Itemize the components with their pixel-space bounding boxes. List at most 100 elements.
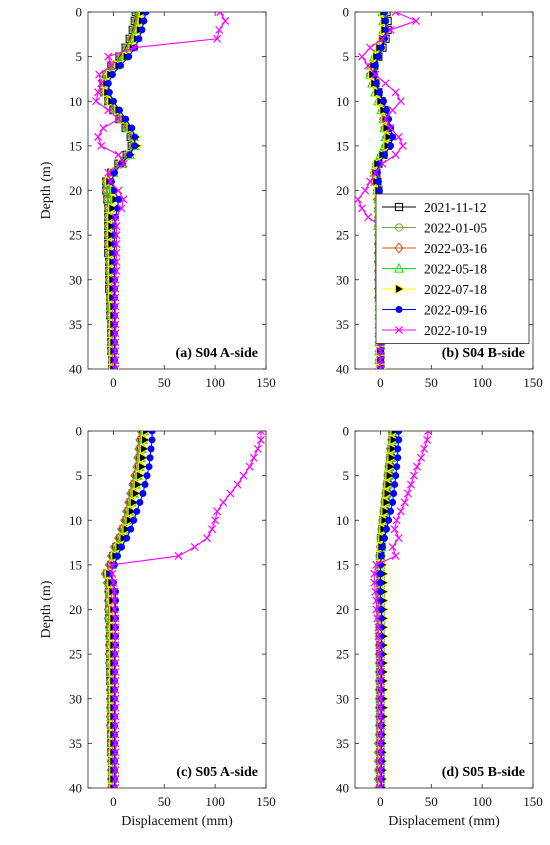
- data-point: [112, 248, 121, 257]
- legend-item: 2022-03-16: [382, 241, 487, 256]
- data-point: [110, 650, 118, 658]
- data-point: [387, 142, 395, 150]
- data-point: [392, 516, 401, 525]
- data-point: [113, 204, 121, 212]
- x-tick-label: 0: [110, 794, 117, 809]
- legend: 2021-11-12 2022-01-05 2022-03-16 2022-05-18…: [375, 193, 530, 344]
- y-tick-label: 5: [343, 49, 350, 64]
- data-point: [137, 461, 148, 473]
- legend-label: 2022-05-18: [424, 262, 487, 277]
- y-tick-label: 30: [336, 691, 349, 706]
- plot-area: [100, 431, 265, 788]
- data-point: [382, 496, 393, 508]
- data-point: [110, 704, 118, 712]
- data-point: [374, 53, 382, 61]
- data-point: [253, 444, 262, 453]
- data-point: [135, 470, 146, 482]
- x-tick-label: 0: [377, 794, 384, 809]
- data-point: [147, 445, 155, 453]
- y-tick-label: 30: [69, 272, 82, 287]
- data-point: [377, 614, 385, 622]
- data-point: [391, 150, 400, 159]
- data-point: [386, 25, 395, 34]
- data-point: [394, 283, 406, 295]
- data-point: [420, 444, 429, 453]
- data-point: [140, 434, 152, 446]
- data-point: [383, 525, 391, 533]
- data-point: [383, 487, 394, 499]
- y-tick-label: 20: [336, 602, 349, 617]
- data-point: [104, 168, 113, 177]
- data-point: [387, 452, 398, 464]
- data-point: [388, 543, 397, 552]
- data-point: [378, 159, 387, 168]
- data-point: [400, 498, 409, 507]
- data-point: [108, 70, 116, 78]
- legend-item: 2022-10-19: [382, 323, 487, 338]
- legend-item: 2022-05-18: [382, 262, 487, 277]
- data-point: [145, 463, 153, 471]
- data-point: [110, 713, 118, 721]
- data-point: [233, 480, 242, 489]
- data-point: [380, 151, 388, 159]
- panel-label: (c) S05 A-side: [176, 765, 258, 780]
- data-point: [99, 124, 108, 133]
- data-point: [393, 463, 401, 471]
- data-point: [388, 106, 397, 115]
- data-point: [143, 472, 151, 480]
- data-point: [111, 320, 120, 329]
- y-tick-label: 40: [336, 362, 349, 377]
- y-tick-label: 40: [69, 781, 82, 796]
- legend-label: 2021-11-12: [424, 200, 487, 215]
- data-point: [111, 606, 119, 613]
- y-tick-label: 25: [336, 228, 349, 243]
- data-point: [111, 775, 120, 784]
- data-point: [110, 276, 118, 284]
- legend-label: 2022-10-19: [424, 323, 487, 338]
- data-point: [130, 516, 138, 524]
- data-point: [111, 302, 120, 311]
- series-2022-10-19: [107, 431, 265, 788]
- data-point: [393, 262, 405, 273]
- data-point: [114, 150, 123, 159]
- data-point: [394, 132, 403, 141]
- data-point: [107, 61, 116, 70]
- data-point: [108, 202, 119, 214]
- data-point: [361, 186, 370, 195]
- data-point: [109, 97, 117, 105]
- data-point: [111, 685, 120, 694]
- data-point: [396, 97, 405, 106]
- x-tick-label: 100: [472, 375, 492, 390]
- data-point: [110, 187, 118, 194]
- data-point: [110, 365, 118, 369]
- data-point: [111, 623, 120, 632]
- y-axis-label: Depth (m): [39, 580, 54, 638]
- data-point: [135, 35, 143, 43]
- x-tick-label: 50: [425, 794, 438, 809]
- data-point: [394, 325, 404, 335]
- data-point: [249, 453, 258, 462]
- data-point: [371, 62, 379, 70]
- legend-item: 2022-01-05: [382, 221, 487, 236]
- data-point: [122, 115, 130, 123]
- data-point: [111, 757, 120, 766]
- panel-label: (a) S04 A-side: [176, 346, 258, 361]
- data-point: [377, 713, 385, 721]
- y-tick-label: 35: [336, 317, 349, 332]
- x-tick-label: 0: [377, 375, 384, 390]
- data-point: [403, 489, 412, 498]
- x-tick-label: 150: [523, 375, 543, 390]
- data-point: [376, 597, 384, 605]
- y-tick-label: 25: [69, 228, 82, 243]
- x-tick-label: 50: [425, 375, 438, 390]
- y-tick-label: 15: [69, 557, 82, 572]
- data-point: [219, 498, 228, 507]
- data-point: [376, 783, 385, 788]
- y-tick-label: 0: [343, 5, 350, 20]
- data-point: [381, 505, 392, 517]
- data-point: [364, 61, 373, 70]
- data-point: [364, 213, 373, 222]
- data-point: [115, 195, 123, 203]
